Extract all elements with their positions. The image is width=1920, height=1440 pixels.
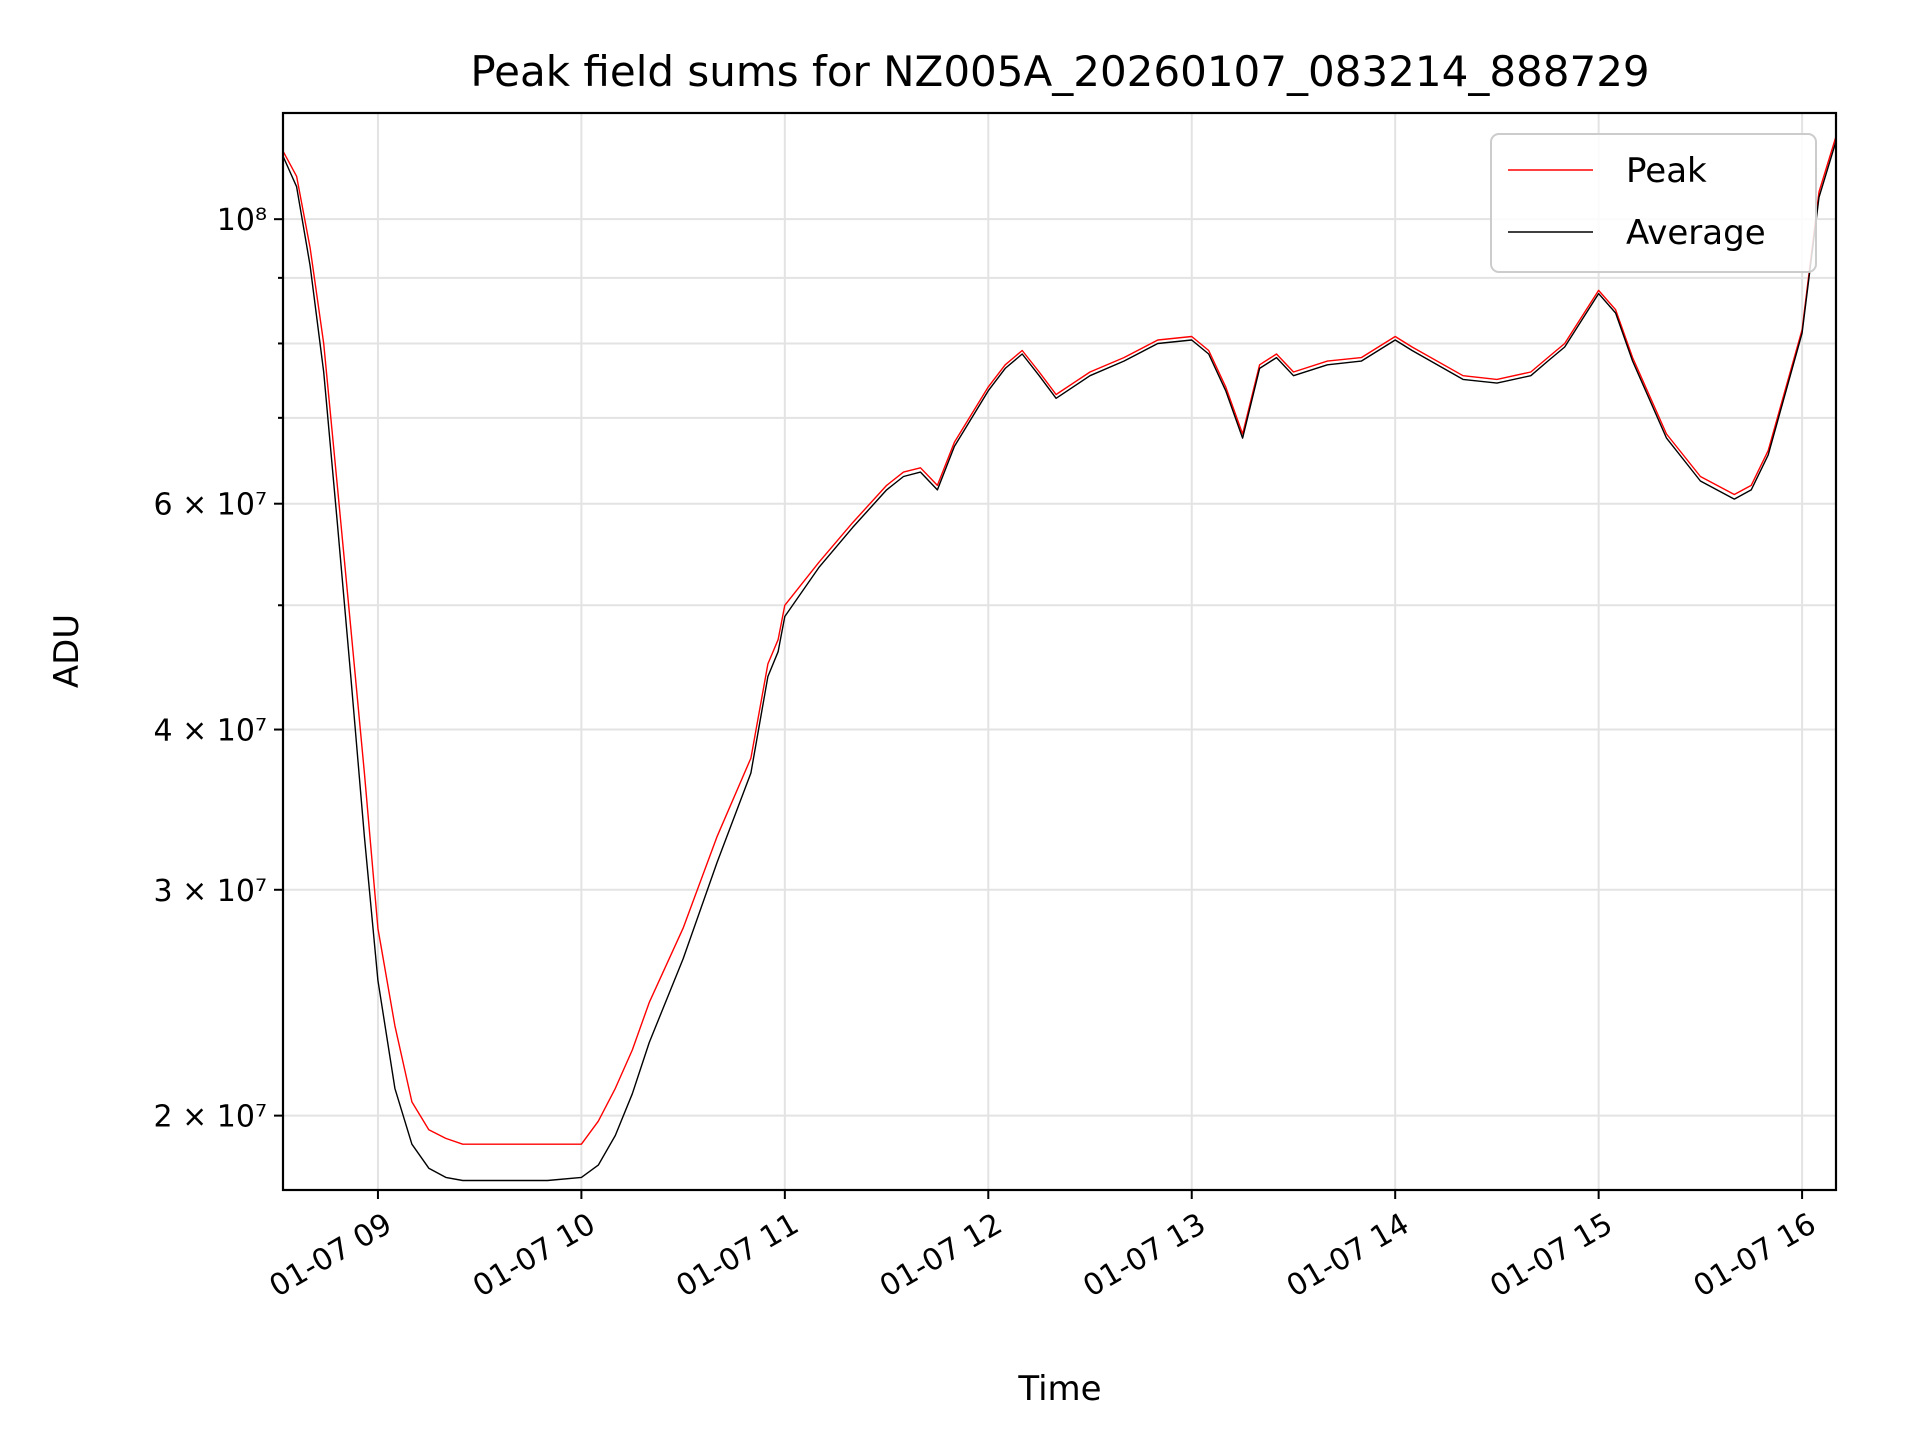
- series-line-peak: [282, 135, 1837, 1145]
- legend-box: [1490, 133, 1817, 273]
- grid: [283, 113, 1836, 1190]
- y-tick-label-2: 4 × 10⁷: [154, 714, 268, 749]
- y-axis-label: ADU: [47, 614, 87, 688]
- y-tick-label-3: 6 × 10⁷: [154, 488, 268, 523]
- legend: Peak Average: [1490, 133, 1817, 273]
- x-axis-label: Time: [1017, 1369, 1101, 1409]
- plot-frame: [281, 111, 1838, 1192]
- series-layer: [282, 135, 1837, 1182]
- y-tick-label-4: 10⁸: [217, 203, 267, 238]
- legend-label-average: Average: [1626, 213, 1766, 253]
- y-tick-label-0: 2 × 10⁷: [154, 1100, 268, 1135]
- chart-title: Peak field sums for NZ005A_20260107_0832…: [470, 47, 1649, 96]
- y-tick-label-1: 3 × 10⁷: [154, 874, 268, 909]
- legend-label-peak: Peak: [1626, 151, 1707, 191]
- series-line-average: [282, 140, 1837, 1182]
- y-axis: 2 × 10⁷ 3 × 10⁷ 4 × 10⁷ 6 × 10⁷ 10⁸: [154, 203, 283, 1135]
